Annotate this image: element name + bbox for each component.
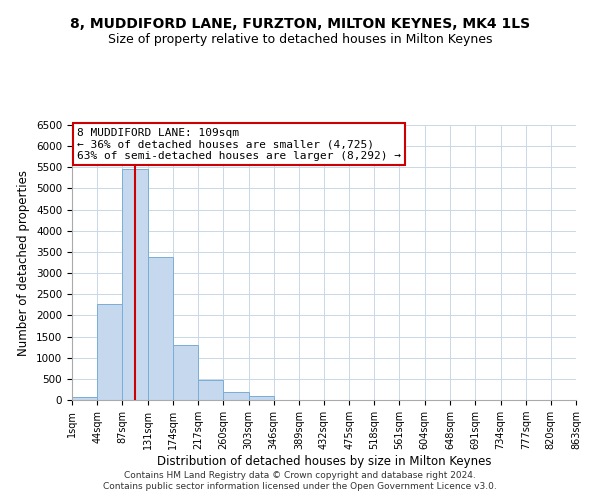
- Bar: [223, 392, 248, 400]
- Text: Size of property relative to detached houses in Milton Keynes: Size of property relative to detached ho…: [108, 32, 492, 46]
- Bar: [122, 170, 148, 400]
- Bar: [97, 304, 122, 400]
- Bar: [72, 398, 97, 400]
- Bar: [148, 257, 173, 400]
- Bar: [198, 380, 223, 400]
- Bar: [248, 396, 274, 400]
- Text: Contains public sector information licensed under the Open Government Licence v3: Contains public sector information licen…: [103, 482, 497, 491]
- Text: Contains HM Land Registry data © Crown copyright and database right 2024.: Contains HM Land Registry data © Crown c…: [124, 471, 476, 480]
- Bar: [173, 344, 198, 400]
- Text: 8 MUDDIFORD LANE: 109sqm
← 36% of detached houses are smaller (4,725)
63% of sem: 8 MUDDIFORD LANE: 109sqm ← 36% of detach…: [77, 128, 401, 161]
- Y-axis label: Number of detached properties: Number of detached properties: [17, 170, 31, 356]
- Text: 8, MUDDIFORD LANE, FURZTON, MILTON KEYNES, MK4 1LS: 8, MUDDIFORD LANE, FURZTON, MILTON KEYNE…: [70, 18, 530, 32]
- X-axis label: Distribution of detached houses by size in Milton Keynes: Distribution of detached houses by size …: [157, 455, 491, 468]
